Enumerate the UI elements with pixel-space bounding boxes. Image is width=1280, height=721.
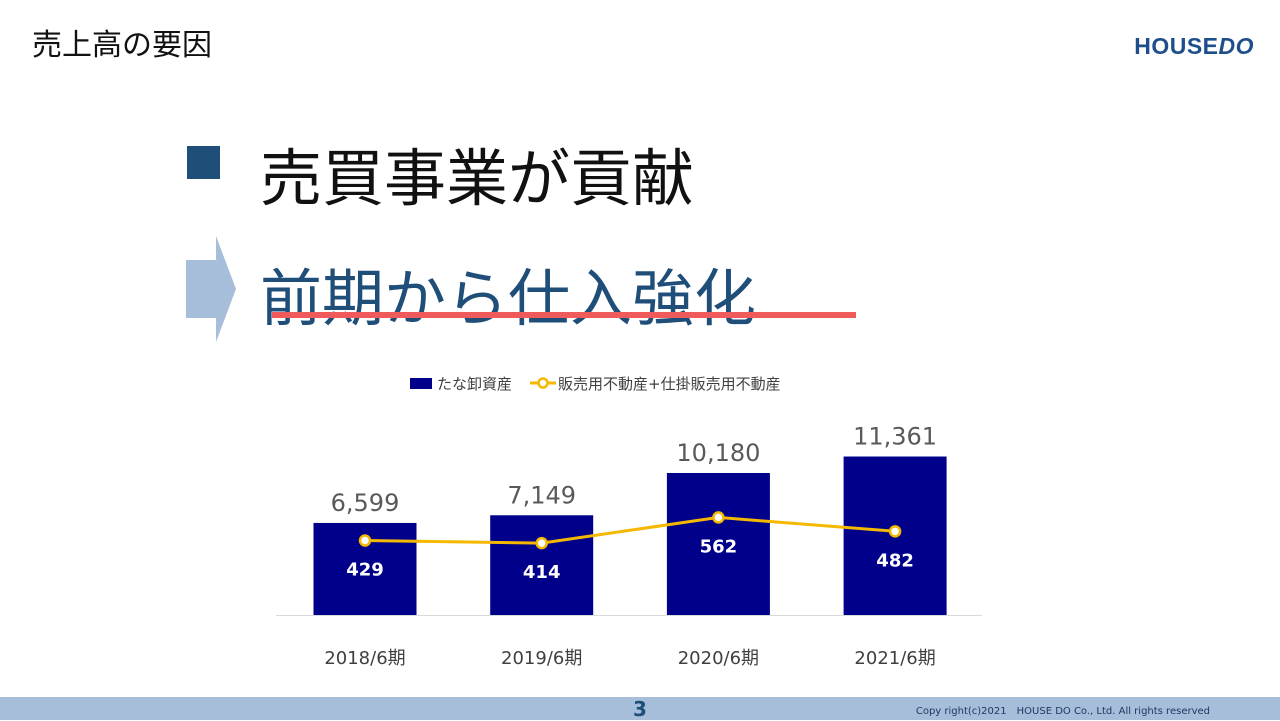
headline-primary: 売買事業が貢献 (260, 142, 695, 215)
line-point (358, 534, 372, 547)
x-tick-label: 2018/6期 (324, 648, 405, 669)
logo-text-main: HOUSE (1134, 33, 1219, 59)
line-series (364, 515, 896, 545)
page-number: 3 (633, 697, 647, 721)
line-value-label: 414 (523, 562, 561, 583)
line-value-label: 562 (700, 536, 738, 557)
footer-bar (0, 697, 1280, 720)
headline-secondary: 前期から仕入強化 (260, 262, 757, 335)
line-value-label: 429 (346, 560, 384, 581)
house-do-logo: HOUSEDO (1134, 33, 1254, 60)
legend-label-real-estate: 販売用不動産+仕掛販売用不動産 (558, 374, 781, 393)
legend-label-inventory: たな卸資産 (437, 374, 513, 393)
x-tick-label: 2020/6期 (678, 648, 759, 669)
bar (313, 522, 417, 615)
bar-value-label: 10,180 (676, 439, 760, 467)
bar (666, 472, 770, 615)
legend-swatch-bar (410, 377, 432, 389)
line-point (888, 525, 902, 538)
logo-text-accent: DO (1218, 33, 1254, 59)
x-tick-label: 2019/6期 (501, 648, 582, 669)
bar-value-label: 7,149 (507, 481, 576, 509)
line-point (712, 511, 725, 524)
arrow-right-icon (186, 236, 236, 342)
bar (843, 456, 947, 615)
bar-value-label: 11,361 (853, 423, 937, 451)
page-title: 売上高の要因 (32, 28, 212, 63)
bar-value-label: 6,599 (331, 489, 400, 517)
legend-swatch-line (530, 377, 557, 389)
chart-legend: たな卸資産 販売用不動産+仕掛販売用不動産 (410, 372, 781, 394)
line-value-label: 482 (876, 550, 914, 571)
square-bullet-icon (187, 146, 220, 179)
copyright-notice: Copy right(c)2021 HOUSE DO Co., Ltd. All… (915, 706, 1210, 717)
bar (490, 515, 594, 615)
headline-underline (272, 312, 856, 318)
line-point (535, 536, 548, 550)
x-tick-label: 2021/6期 (854, 648, 935, 669)
